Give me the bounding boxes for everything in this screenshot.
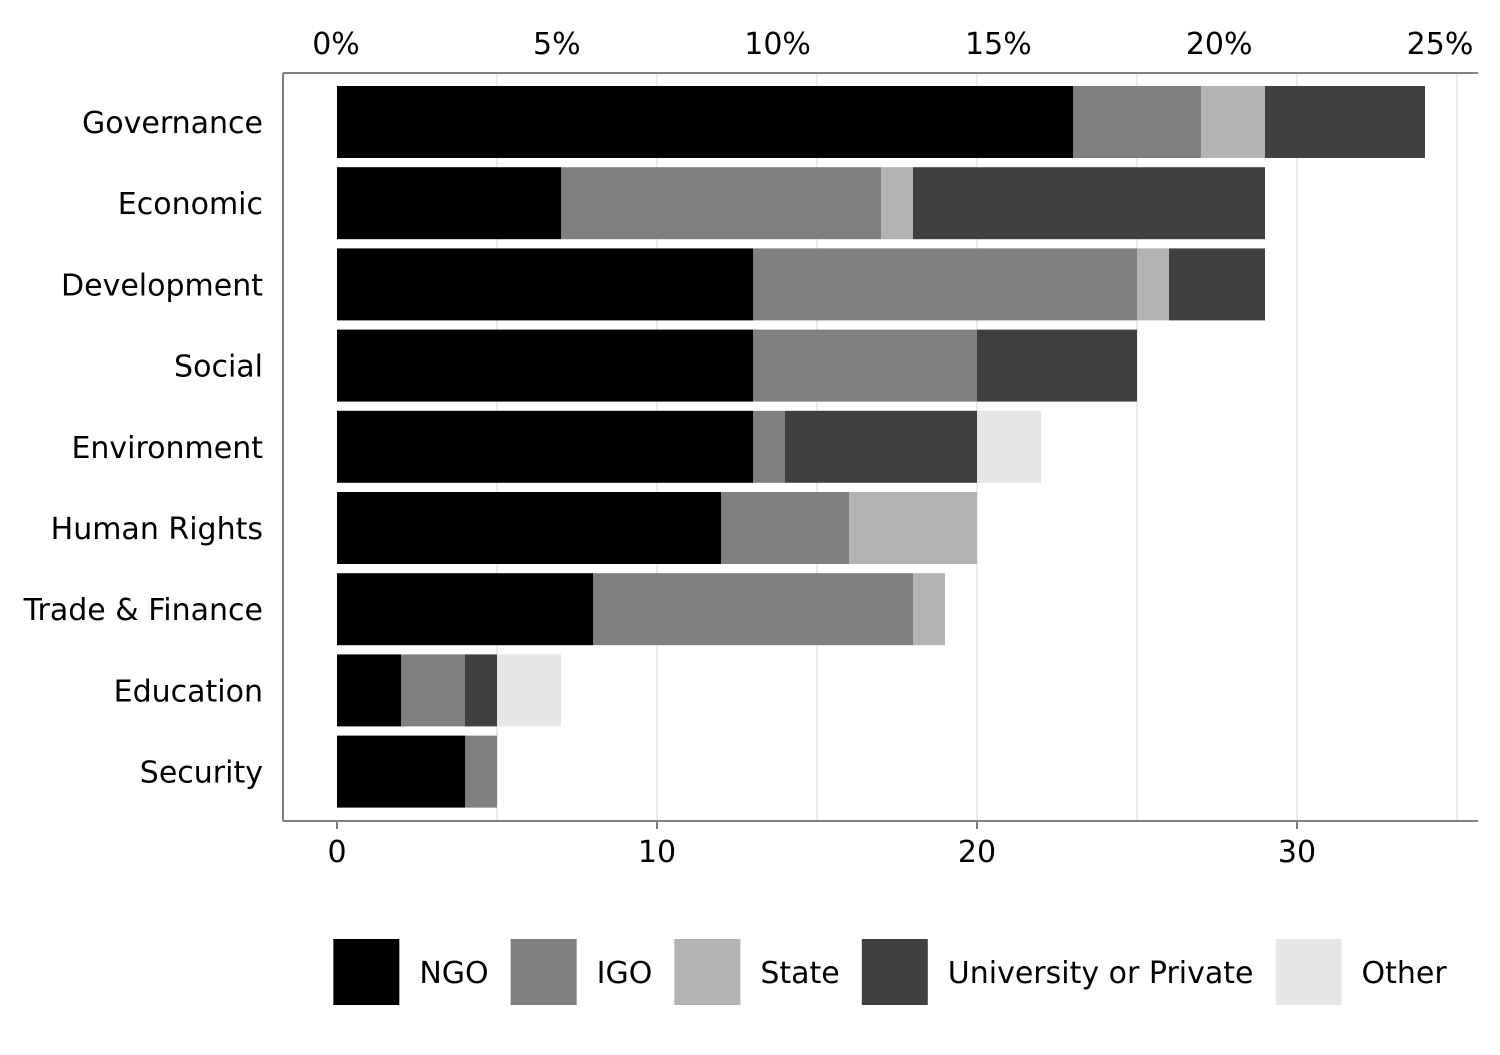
bar-segment (401, 654, 465, 727)
x-tick-label: 30 (1278, 835, 1316, 870)
legend-swatch (333, 939, 400, 1005)
category-label: Social (174, 350, 263, 385)
bar-segment (337, 410, 753, 483)
legend-swatch (510, 939, 577, 1005)
bar-segment (337, 248, 753, 321)
bar-segment (337, 86, 1073, 158)
bar-segment (561, 167, 881, 240)
labels: Governance Economic Development Social Envir… (23, 27, 1474, 870)
legend-swatch (1275, 939, 1342, 1005)
legend-swatch (674, 939, 741, 1005)
bar-segment (337, 167, 561, 240)
x-tick-label: 20 (958, 835, 996, 870)
bar-segment (913, 167, 1265, 240)
legend-label: NGO (419, 956, 488, 991)
top-axis-tick-label: 15% (965, 27, 1032, 62)
bar-segment (721, 492, 849, 564)
bar-segment (337, 735, 465, 808)
bar-segment (337, 573, 593, 646)
bar-segment (1201, 86, 1265, 158)
top-axis-tick-label: 5% (533, 27, 581, 62)
bar-segment (753, 410, 785, 483)
bar-segment (1265, 86, 1425, 158)
category-label: Governance (82, 106, 263, 141)
category-label: Education (114, 674, 263, 709)
category-label: Trade & Finance (23, 593, 263, 628)
bar-segment (497, 654, 561, 727)
bar-segment (337, 329, 753, 402)
legend-label: Other (1361, 956, 1447, 991)
bar-segment (753, 248, 1137, 321)
bar-segment (977, 410, 1041, 483)
bar-segment (337, 654, 401, 727)
x-tick-label: 10 (638, 835, 676, 870)
category-label: Economic (118, 187, 263, 222)
bar-segment (849, 492, 977, 564)
top-axis-tick-label: 10% (744, 27, 811, 62)
bar-segment (913, 573, 945, 646)
bar-segment (465, 735, 497, 808)
top-axis-tick-label: 25% (1407, 27, 1474, 62)
bar-segment (785, 410, 977, 483)
bar-segment (593, 573, 913, 646)
x-tick-label: 0 (327, 835, 346, 870)
top-axis-tick-label: 0% (312, 27, 360, 62)
category-label: Environment (71, 431, 263, 466)
bar-segment (465, 654, 497, 727)
category-label: Development (61, 268, 263, 303)
bar-segment (1073, 86, 1201, 158)
legend-label: University or Private (948, 956, 1254, 991)
axes (282, 72, 1478, 829)
bar-segment (1137, 248, 1169, 321)
category-label: Security (140, 756, 263, 791)
bar-segment (1169, 248, 1265, 321)
bar-segment (337, 492, 721, 564)
legend-swatch (861, 939, 928, 1005)
legend-label: IGO (597, 956, 653, 991)
bar-segment (881, 167, 913, 240)
top-axis-tick-label: 20% (1186, 27, 1253, 62)
category-label: Human Rights (51, 512, 263, 547)
legend-label: State (760, 956, 839, 991)
bar-segment (977, 329, 1137, 402)
bar-segment (753, 329, 977, 402)
bars (337, 86, 1425, 808)
legend: NGO IGO State University or Private Other (333, 939, 1447, 1005)
